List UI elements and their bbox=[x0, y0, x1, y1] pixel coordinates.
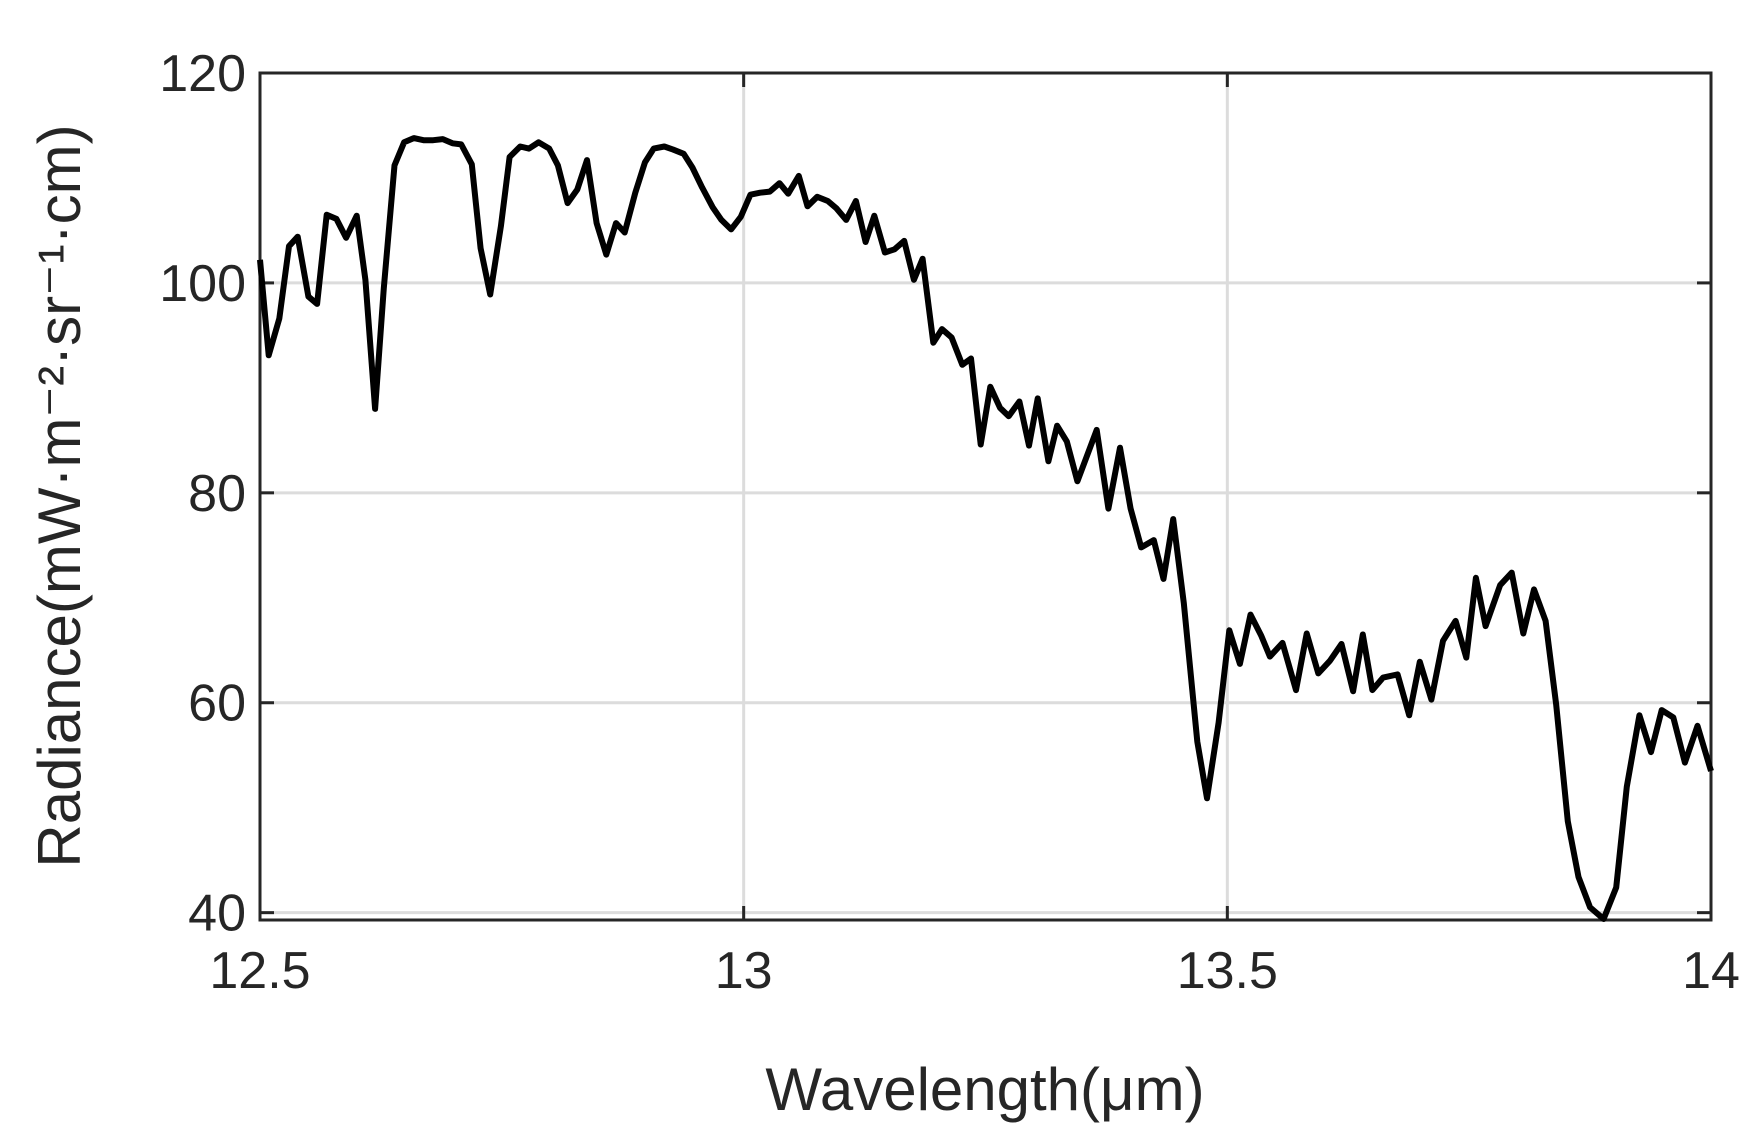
x-tick-label: 13 bbox=[715, 942, 773, 1000]
plot-frame bbox=[258, 71, 1713, 922]
x-tick-label: 14 bbox=[1682, 942, 1740, 1000]
y-tick-label: 60 bbox=[188, 675, 246, 733]
x-tick-label: 12.5 bbox=[209, 942, 310, 1000]
y-tick-label: 100 bbox=[159, 255, 246, 313]
y-tick-label: 120 bbox=[159, 45, 246, 103]
x-tick-label: 13.5 bbox=[1177, 942, 1278, 1000]
y-axis-label: Radiance(mW·m⁻²·sr⁻¹·cm) bbox=[26, 124, 93, 867]
x-axis-label: Wavelength(μm) bbox=[765, 1056, 1204, 1123]
y-tick-label: 40 bbox=[188, 885, 246, 943]
data-line bbox=[257, 135, 1714, 922]
y-tick-label: 80 bbox=[188, 465, 246, 523]
